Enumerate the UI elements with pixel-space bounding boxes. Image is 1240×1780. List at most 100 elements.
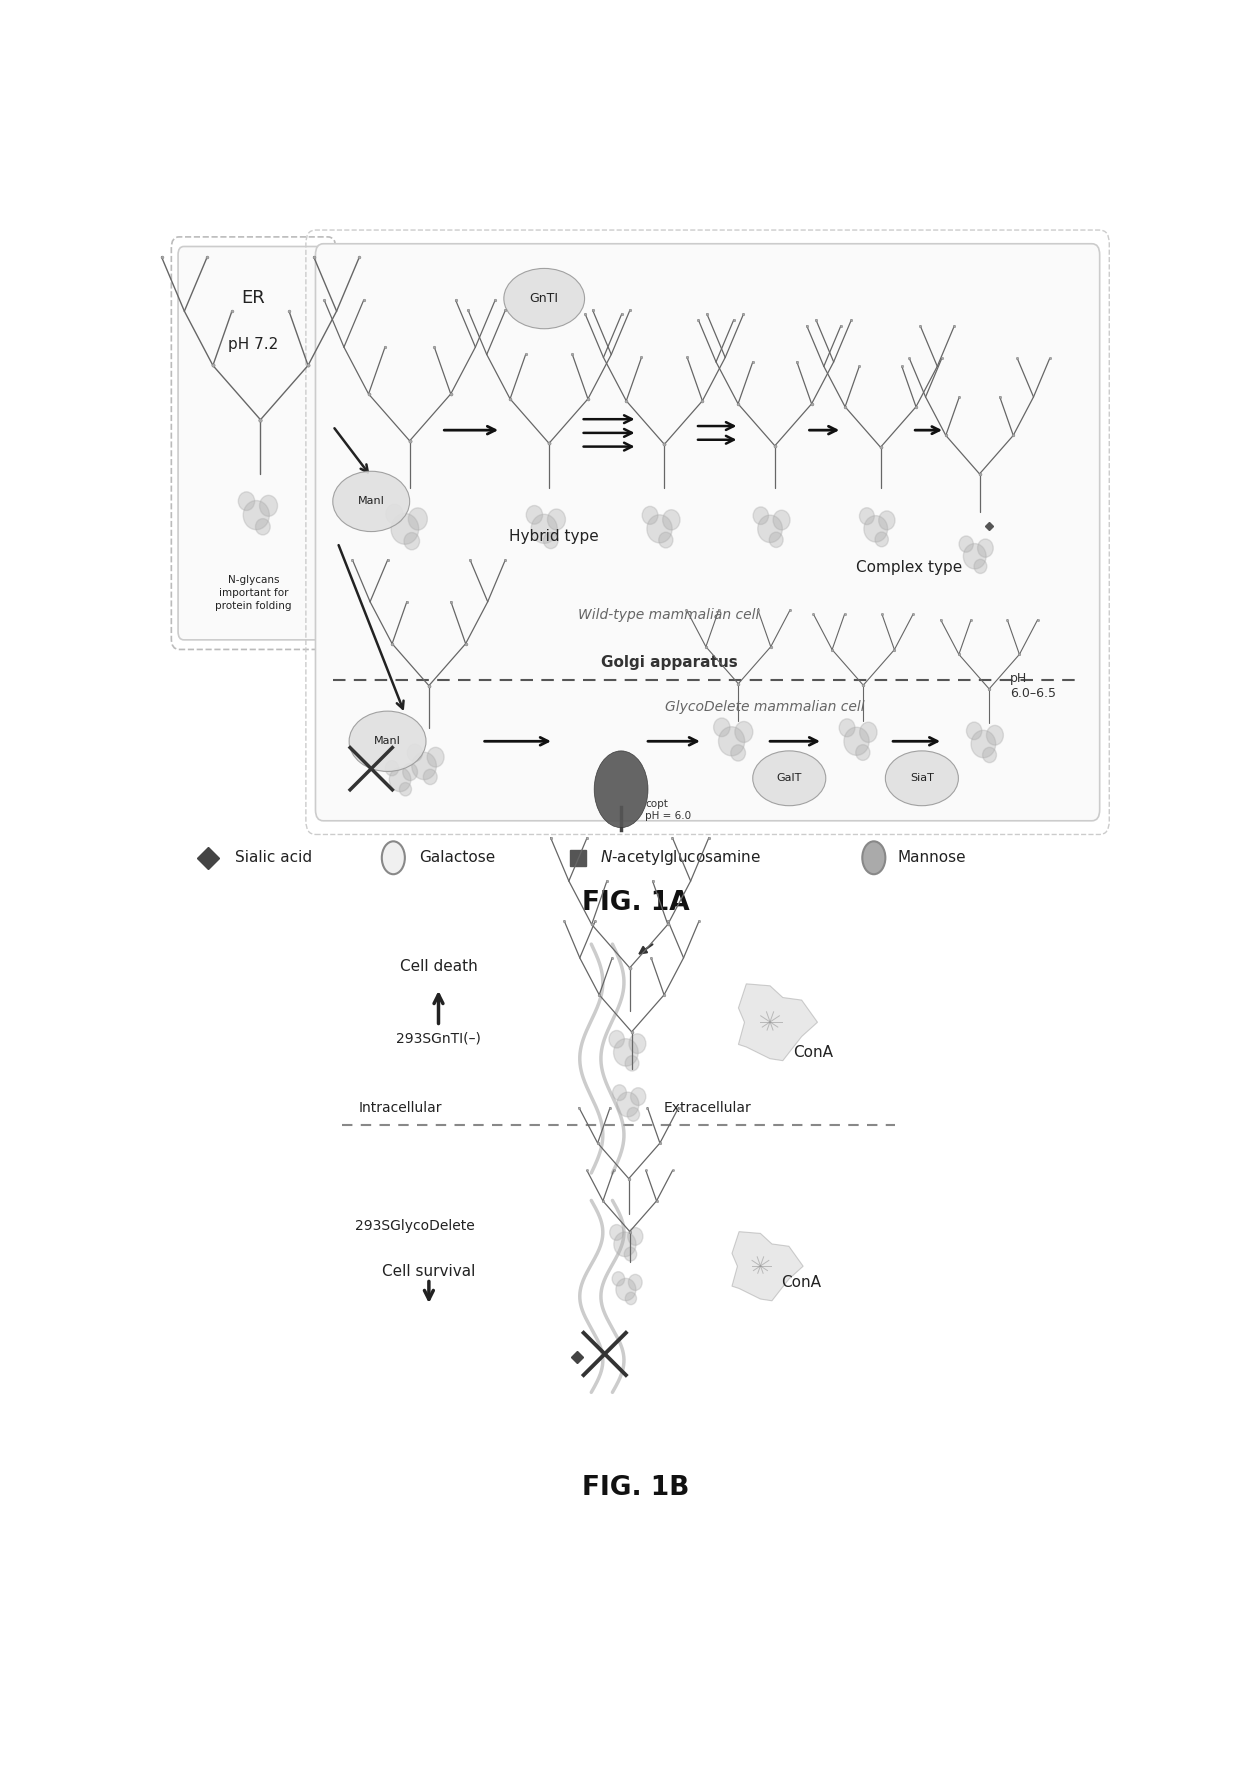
Point: [743, 347, 763, 376]
Point: [342, 546, 362, 575]
Point: [677, 344, 697, 372]
Point: [949, 641, 968, 669]
Point: [350, 242, 370, 271]
Ellipse shape: [386, 504, 403, 523]
Point: [600, 1093, 620, 1121]
Point: [621, 1018, 641, 1047]
Ellipse shape: [503, 269, 584, 329]
Point: [569, 1093, 589, 1121]
Text: $N$-acetylglucosamine: $N$-acetylglucosamine: [600, 849, 761, 867]
Point: [780, 596, 800, 625]
Ellipse shape: [255, 518, 270, 536]
Ellipse shape: [391, 513, 419, 545]
Point: [631, 344, 651, 372]
Point: [797, 312, 817, 340]
Point: [990, 383, 1009, 411]
Polygon shape: [732, 1232, 804, 1301]
Point: [842, 306, 862, 335]
Point: [884, 635, 904, 664]
Point: [496, 295, 516, 324]
Point: [910, 312, 930, 340]
Point: [765, 431, 785, 459]
Point: [980, 675, 999, 703]
Text: SiaT: SiaT: [910, 773, 934, 783]
Text: Cell death: Cell death: [399, 959, 477, 974]
Circle shape: [594, 751, 649, 828]
Point: [997, 605, 1017, 634]
Point: [516, 340, 536, 368]
Ellipse shape: [856, 744, 870, 760]
Point: [748, 596, 768, 625]
Point: [577, 824, 596, 853]
Point: [1007, 344, 1027, 372]
Text: copt
pH = 6.0: copt pH = 6.0: [645, 799, 691, 821]
Point: [787, 347, 807, 376]
Point: [1028, 605, 1048, 634]
Ellipse shape: [753, 751, 826, 806]
Text: Wild-type mammalian cell: Wild-type mammalian cell: [578, 609, 760, 623]
Ellipse shape: [403, 764, 418, 781]
Ellipse shape: [859, 723, 877, 742]
Point: [585, 906, 605, 934]
Point: [399, 427, 419, 456]
Point: [650, 1129, 670, 1157]
Ellipse shape: [548, 509, 565, 530]
Point: [1003, 422, 1023, 450]
Point: [441, 379, 461, 408]
Text: Hybrid type: Hybrid type: [508, 529, 599, 545]
Point: [298, 351, 317, 379]
Point: [197, 242, 217, 271]
Point: [692, 386, 712, 415]
Ellipse shape: [971, 730, 996, 758]
FancyBboxPatch shape: [315, 244, 1100, 821]
Point: [397, 587, 417, 616]
Point: [637, 1093, 657, 1121]
Text: ER: ER: [242, 288, 265, 306]
Point: [620, 1218, 640, 1246]
Ellipse shape: [238, 491, 254, 511]
Ellipse shape: [631, 1088, 646, 1105]
Ellipse shape: [758, 514, 782, 543]
Point: [563, 340, 583, 368]
Ellipse shape: [629, 1274, 642, 1290]
Text: N-glycans
important for
protein folding: N-glycans important for protein folding: [216, 575, 291, 611]
Text: 293SGnTI(–): 293SGnTI(–): [396, 1032, 481, 1045]
Ellipse shape: [526, 506, 543, 523]
Point: [222, 297, 242, 326]
Point: [577, 1155, 596, 1184]
Point: [353, 287, 373, 315]
Ellipse shape: [875, 532, 888, 546]
Ellipse shape: [407, 744, 423, 762]
Text: 293SGlycoDelete: 293SGlycoDelete: [355, 1219, 475, 1234]
Point: [1009, 641, 1029, 669]
Ellipse shape: [427, 748, 444, 767]
Point: [604, 1155, 624, 1184]
Point: [641, 943, 661, 972]
Ellipse shape: [629, 1034, 646, 1054]
Point: [575, 299, 595, 328]
Ellipse shape: [864, 516, 888, 543]
Point: [677, 596, 697, 625]
Text: Sialic acid: Sialic acid: [234, 851, 312, 865]
Text: ConA: ConA: [781, 1274, 821, 1290]
Ellipse shape: [714, 717, 730, 737]
Point: [688, 306, 708, 335]
Ellipse shape: [614, 1232, 636, 1257]
Ellipse shape: [332, 472, 409, 532]
Point: [961, 605, 981, 634]
Point: [620, 954, 640, 983]
Point: [802, 390, 822, 418]
Point: [596, 867, 616, 895]
Circle shape: [862, 842, 885, 874]
Ellipse shape: [773, 511, 790, 530]
Ellipse shape: [718, 726, 745, 756]
Ellipse shape: [408, 507, 428, 530]
Point: [931, 344, 951, 372]
Ellipse shape: [616, 1093, 639, 1116]
Point: [378, 546, 398, 575]
Ellipse shape: [609, 1031, 625, 1048]
Ellipse shape: [613, 1084, 626, 1100]
Text: ManI: ManI: [374, 737, 401, 746]
Point: [424, 333, 444, 361]
Ellipse shape: [399, 783, 412, 796]
